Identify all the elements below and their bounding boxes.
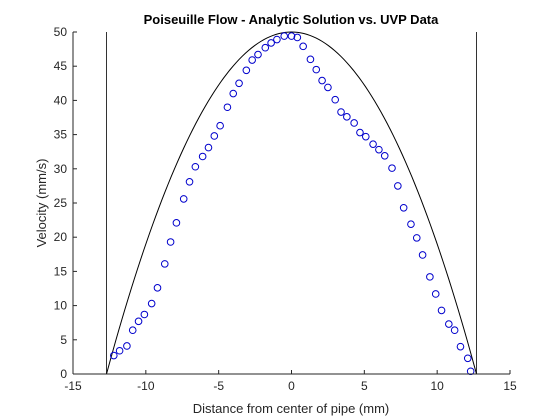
uvp-data-point bbox=[160, 260, 169, 268]
uvp-data-point bbox=[299, 42, 307, 51]
x-tick-label: 15 bbox=[503, 379, 517, 393]
uvp-data-point bbox=[210, 132, 219, 140]
uvp-data-point bbox=[463, 354, 472, 363]
y-tick-label: 50 bbox=[54, 25, 68, 39]
uvp-data-point bbox=[431, 290, 440, 298]
uvp-data-point bbox=[198, 152, 207, 161]
uvp-data-point bbox=[109, 351, 118, 360]
uvp-data-points bbox=[109, 32, 475, 376]
uvp-data-point bbox=[185, 178, 194, 186]
x-axis-label: Distance from center of pipe (mm) bbox=[193, 401, 390, 416]
uvp-data-point bbox=[204, 143, 213, 152]
uvp-data-point bbox=[318, 76, 326, 85]
uvp-data-point bbox=[248, 56, 256, 64]
x-tick-label: 0 bbox=[288, 379, 295, 393]
y-tick-label: 5 bbox=[60, 333, 67, 347]
uvp-data-point bbox=[261, 43, 270, 52]
uvp-data-point bbox=[293, 33, 302, 42]
uvp-data-point bbox=[235, 79, 243, 88]
uvp-data-point bbox=[324, 83, 332, 92]
x-tick-label: -5 bbox=[213, 379, 224, 393]
uvp-data-point bbox=[191, 162, 200, 171]
plot-area bbox=[73, 32, 510, 374]
pipe-walls bbox=[106, 32, 477, 374]
x-tick-label: -15 bbox=[64, 379, 82, 393]
x-tick-label: -10 bbox=[137, 379, 155, 393]
uvp-data-point bbox=[287, 32, 296, 40]
uvp-data-point bbox=[128, 326, 137, 335]
uvp-data-point bbox=[179, 195, 188, 203]
uvp-data-point bbox=[380, 152, 389, 160]
chart-title: Poiseuille Flow - Analytic Solution vs. … bbox=[144, 12, 439, 27]
uvp-data-point bbox=[350, 119, 358, 127]
uvp-data-point bbox=[306, 55, 315, 64]
uvp-data-point bbox=[407, 220, 415, 228]
uvp-data-point bbox=[166, 238, 175, 246]
y-tick-label: 35 bbox=[54, 128, 68, 142]
uvp-data-point bbox=[369, 140, 377, 148]
uvp-data-point bbox=[254, 50, 262, 59]
uvp-data-point bbox=[216, 121, 224, 130]
uvp-data-point bbox=[147, 299, 156, 308]
uvp-data-point bbox=[337, 108, 345, 116]
uvp-data-point bbox=[229, 89, 238, 98]
uvp-data-point bbox=[456, 342, 465, 351]
uvp-data-point bbox=[172, 219, 181, 227]
uvp-data-point bbox=[412, 234, 421, 242]
uvp-data-point bbox=[356, 128, 364, 137]
uvp-data-point bbox=[267, 39, 275, 47]
x-tick-label: 5 bbox=[361, 379, 368, 393]
uvp-data-point bbox=[418, 251, 427, 259]
y-tick-label: 10 bbox=[54, 299, 68, 313]
y-tick-label: 25 bbox=[54, 196, 68, 210]
x-tick-label: 10 bbox=[430, 379, 444, 393]
uvp-data-point bbox=[140, 310, 149, 319]
uvp-data-point bbox=[450, 326, 459, 335]
uvp-data-point bbox=[134, 317, 143, 326]
uvp-data-point bbox=[437, 306, 446, 315]
uvp-data-point bbox=[280, 32, 289, 40]
uvp-data-point bbox=[242, 66, 251, 75]
uvp-data-point bbox=[426, 273, 434, 281]
uvp-data-point bbox=[466, 367, 475, 376]
uvp-data-point bbox=[115, 346, 124, 355]
y-tick-label: 15 bbox=[54, 264, 68, 278]
uvp-data-point bbox=[343, 113, 351, 121]
y-tick-label: 20 bbox=[54, 230, 68, 244]
uvp-data-point bbox=[153, 284, 162, 292]
analytic-solution-curve bbox=[106, 31, 477, 375]
uvp-data-point bbox=[399, 203, 408, 212]
uvp-data-point bbox=[361, 132, 370, 141]
uvp-data-point bbox=[312, 65, 321, 74]
uvp-data-point bbox=[388, 164, 396, 172]
axis-ticks: -15 -10 -5 0 5 10 15 0 5 10 15 20 25 30 35 40 45 50 bbox=[54, 25, 517, 393]
uvp-data-point bbox=[394, 182, 402, 190]
uvp-data-point bbox=[375, 145, 383, 154]
uvp-data-point bbox=[273, 35, 281, 44]
y-tick-label: 0 bbox=[60, 367, 67, 381]
uvp-data-point bbox=[445, 320, 453, 328]
uvp-data-point bbox=[223, 103, 232, 112]
y-tick-label: 45 bbox=[54, 59, 68, 73]
y-tick-label: 30 bbox=[54, 162, 68, 176]
y-tick-label: 40 bbox=[54, 93, 68, 107]
uvp-data-point bbox=[331, 95, 340, 104]
uvp-data-point bbox=[123, 342, 131, 350]
analytic-solution-layer bbox=[106, 31, 477, 375]
y-axis-label: Velocity (mm/s) bbox=[34, 159, 49, 248]
